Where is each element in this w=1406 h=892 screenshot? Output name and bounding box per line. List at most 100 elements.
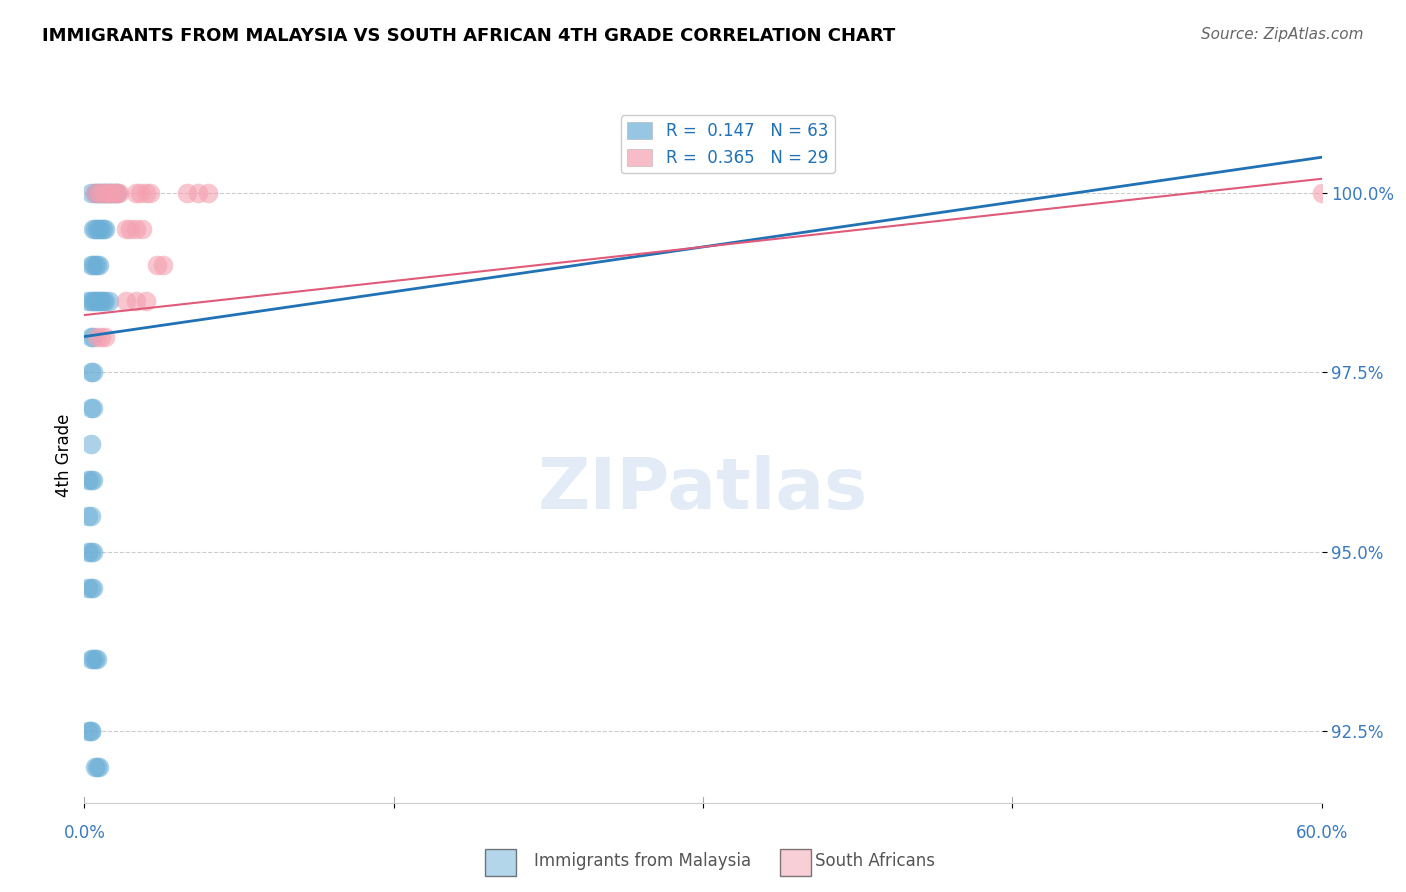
Point	[79, 545, 101, 559]
Point	[98, 186, 121, 200]
Point	[77, 473, 100, 487]
Point	[77, 508, 100, 523]
Point	[1310, 186, 1333, 200]
Point	[82, 366, 104, 380]
Point	[100, 186, 122, 200]
Point	[125, 222, 148, 236]
Point	[86, 652, 108, 666]
Point	[87, 760, 110, 774]
Point	[90, 186, 112, 200]
Point	[83, 186, 105, 200]
Point	[77, 293, 100, 308]
Point	[94, 186, 117, 200]
Point	[77, 581, 100, 595]
Point	[94, 329, 117, 343]
Point	[86, 329, 108, 343]
Point	[82, 222, 104, 236]
Point	[77, 724, 100, 739]
Text: Source: ZipAtlas.com: Source: ZipAtlas.com	[1201, 27, 1364, 42]
Point	[87, 258, 110, 272]
Point	[83, 258, 105, 272]
Point	[79, 258, 101, 272]
Point	[79, 329, 101, 343]
Point	[82, 581, 104, 595]
Point	[79, 437, 101, 451]
Point	[91, 293, 114, 308]
Point	[125, 293, 148, 308]
Point	[83, 186, 105, 200]
Point	[79, 724, 101, 739]
Text: South Africans: South Africans	[815, 852, 935, 870]
Point	[82, 652, 104, 666]
Point	[94, 293, 117, 308]
Point	[87, 222, 110, 236]
Point	[105, 186, 128, 200]
Point	[86, 258, 108, 272]
Point	[114, 222, 136, 236]
Point	[79, 293, 101, 308]
Point	[131, 222, 153, 236]
Point	[79, 366, 101, 380]
Point	[108, 186, 131, 200]
Point	[86, 760, 108, 774]
Point	[82, 293, 104, 308]
Text: 0.0%: 0.0%	[63, 824, 105, 842]
Point	[104, 186, 127, 200]
Point	[79, 581, 101, 595]
Point	[82, 329, 104, 343]
Text: Immigrants from Malaysia: Immigrants from Malaysia	[534, 852, 751, 870]
Point	[114, 293, 136, 308]
Point	[145, 258, 167, 272]
Point	[83, 760, 105, 774]
Point	[94, 186, 117, 200]
Point	[135, 293, 157, 308]
Point	[86, 186, 108, 200]
Point	[118, 222, 141, 236]
Point	[87, 186, 110, 200]
Point	[105, 186, 128, 200]
Point	[125, 186, 148, 200]
Point	[98, 186, 121, 200]
Point	[91, 186, 114, 200]
Point	[82, 258, 104, 272]
Legend: R =  0.147   N = 63, R =  0.365   N = 29: R = 0.147 N = 63, R = 0.365 N = 29	[620, 115, 835, 173]
Point	[83, 652, 105, 666]
Point	[82, 473, 104, 487]
Point	[152, 258, 174, 272]
Point	[82, 545, 104, 559]
Point	[87, 293, 110, 308]
Point	[98, 293, 121, 308]
Point	[83, 222, 105, 236]
Point	[104, 186, 127, 200]
Point	[103, 186, 125, 200]
Y-axis label: 4th Grade: 4th Grade	[55, 413, 73, 497]
Point	[87, 186, 110, 200]
Point	[79, 401, 101, 416]
Point	[91, 222, 114, 236]
Point	[187, 186, 209, 200]
Point	[83, 293, 105, 308]
Point	[139, 186, 162, 200]
Point	[129, 186, 152, 200]
Text: ZIPatlas: ZIPatlas	[538, 455, 868, 524]
Point	[79, 724, 101, 739]
Point	[77, 545, 100, 559]
Point	[176, 186, 198, 200]
Point	[135, 186, 157, 200]
Point	[79, 473, 101, 487]
Text: IMMIGRANTS FROM MALAYSIA VS SOUTH AFRICAN 4TH GRADE CORRELATION CHART: IMMIGRANTS FROM MALAYSIA VS SOUTH AFRICA…	[42, 27, 896, 45]
Point	[90, 329, 112, 343]
Point	[86, 293, 108, 308]
Point	[96, 186, 118, 200]
Point	[100, 186, 122, 200]
Point	[91, 186, 114, 200]
Text: 60.0%: 60.0%	[1295, 824, 1348, 842]
Point	[90, 293, 112, 308]
Point	[79, 508, 101, 523]
Point	[94, 222, 117, 236]
Point	[197, 186, 219, 200]
Point	[86, 222, 108, 236]
Point	[90, 222, 112, 236]
Point	[79, 186, 101, 200]
Point	[79, 652, 101, 666]
